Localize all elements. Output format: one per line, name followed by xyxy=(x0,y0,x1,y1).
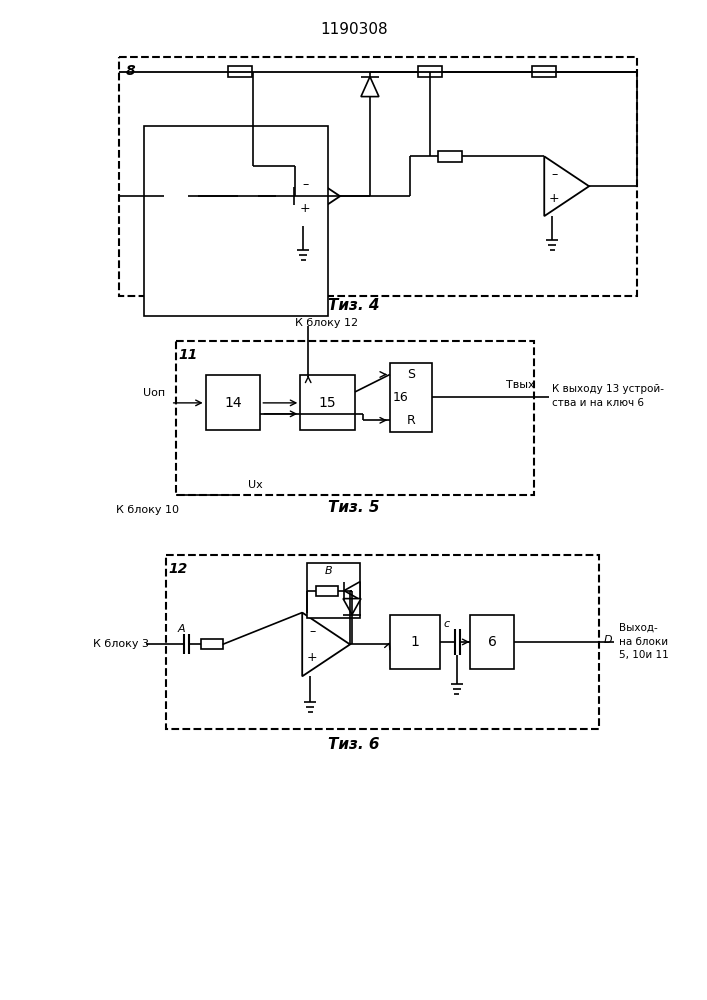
Bar xyxy=(119,57,637,296)
Text: –: – xyxy=(302,178,308,191)
Text: К выходу 13 устрой-: К выходу 13 устрой- xyxy=(552,384,664,394)
Text: 15: 15 xyxy=(319,396,337,410)
Text: 6: 6 xyxy=(488,635,496,649)
Polygon shape xyxy=(361,77,379,97)
Text: +: + xyxy=(307,651,317,664)
Bar xyxy=(228,66,252,77)
Text: К блоку 12: К блоку 12 xyxy=(296,318,358,328)
Text: Uх: Uх xyxy=(247,480,262,490)
Text: 5, 10и 11: 5, 10и 11 xyxy=(619,650,669,660)
Text: Твых: Твых xyxy=(506,380,535,390)
Text: Uоп: Uоп xyxy=(143,388,165,398)
Polygon shape xyxy=(302,613,350,676)
Bar xyxy=(390,615,440,669)
Bar xyxy=(390,363,432,432)
Bar xyxy=(238,191,258,201)
Bar xyxy=(165,555,599,729)
Bar xyxy=(316,586,338,596)
Bar xyxy=(201,639,223,649)
Polygon shape xyxy=(276,187,294,205)
Text: –: – xyxy=(309,625,315,638)
Text: +: + xyxy=(300,202,310,215)
Text: 12: 12 xyxy=(168,562,187,576)
Bar xyxy=(206,375,260,430)
Polygon shape xyxy=(296,166,340,226)
Text: c: c xyxy=(443,619,450,629)
Polygon shape xyxy=(344,582,360,600)
Bar xyxy=(144,126,328,316)
Text: 1190308: 1190308 xyxy=(320,22,388,37)
Text: Τиз. 5: Τиз. 5 xyxy=(328,500,380,515)
Polygon shape xyxy=(544,156,589,216)
Text: +: + xyxy=(549,192,559,205)
Text: S: S xyxy=(407,368,415,381)
Text: 8: 8 xyxy=(126,64,136,78)
Bar xyxy=(307,563,360,618)
Text: К блоку 3: К блоку 3 xyxy=(93,639,149,649)
Text: Выход-: Выход- xyxy=(619,623,658,633)
Bar xyxy=(438,151,462,162)
Text: A: A xyxy=(178,624,185,634)
Text: D: D xyxy=(604,635,613,645)
Text: К блоку 10: К блоку 10 xyxy=(117,505,180,515)
Bar xyxy=(469,615,515,669)
Text: ства и на ключ 6: ства и на ключ 6 xyxy=(552,398,644,408)
Bar xyxy=(532,66,556,77)
Text: 16: 16 xyxy=(393,391,409,404)
Text: 1: 1 xyxy=(410,635,419,649)
Text: B: B xyxy=(325,566,332,576)
Text: на блоки: на блоки xyxy=(619,637,668,647)
Text: 11: 11 xyxy=(178,348,197,362)
Text: Τиз. 4: Τиз. 4 xyxy=(328,298,380,313)
Bar xyxy=(300,375,355,430)
Text: Τиз. 6: Τиз. 6 xyxy=(328,737,380,752)
Text: –: – xyxy=(551,168,557,181)
Bar xyxy=(176,341,534,495)
Text: R: R xyxy=(407,414,415,427)
Bar xyxy=(418,66,442,77)
Text: 14: 14 xyxy=(224,396,242,410)
Bar xyxy=(164,191,187,202)
Polygon shape xyxy=(343,599,361,615)
